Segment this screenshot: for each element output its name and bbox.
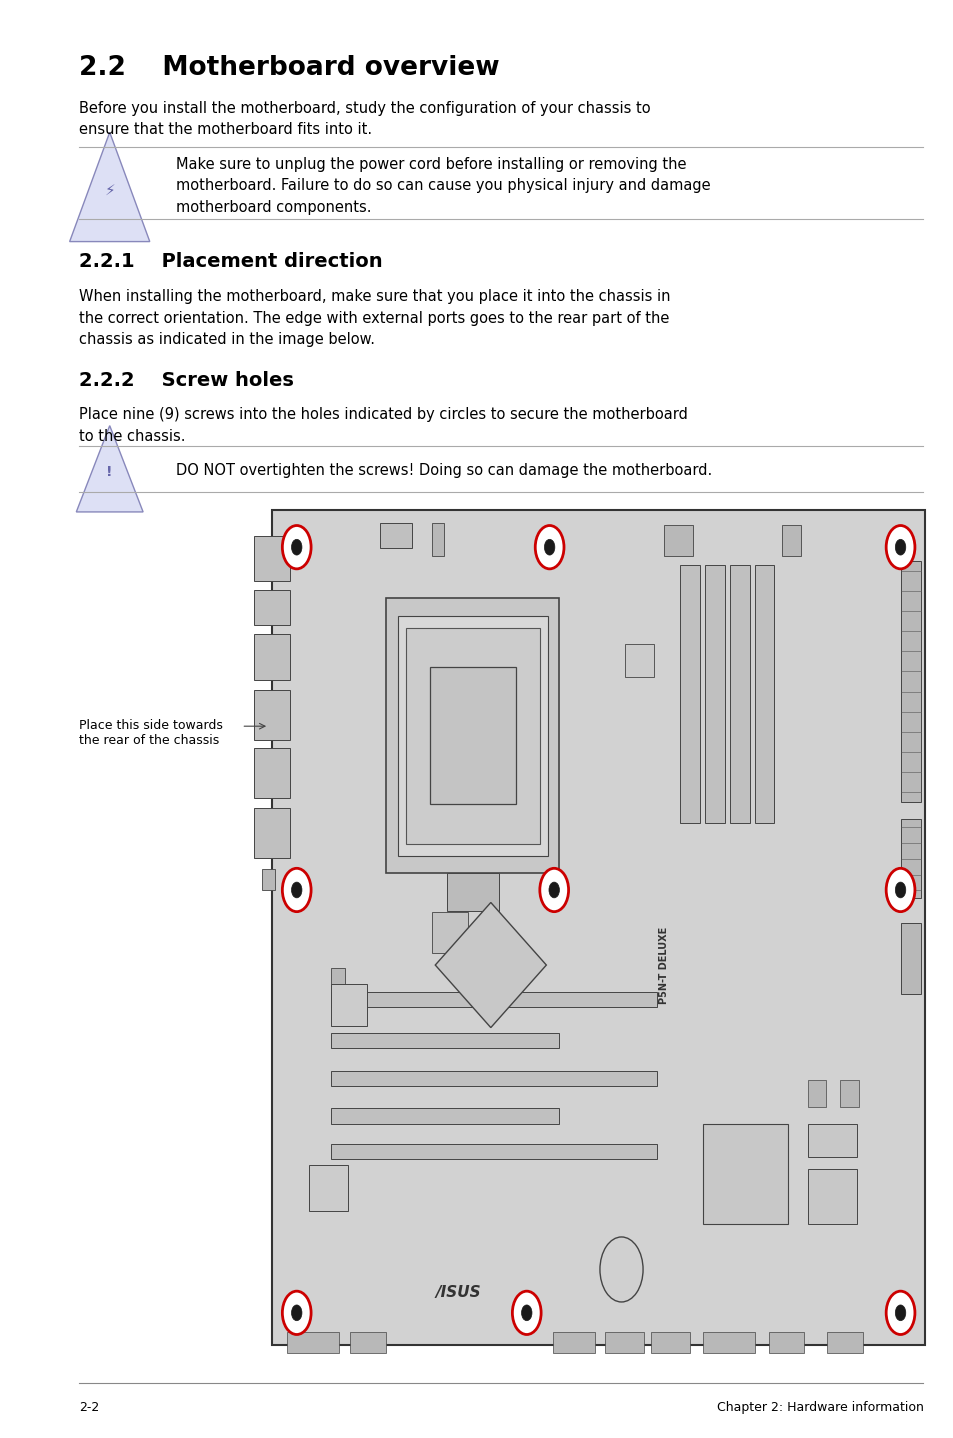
FancyBboxPatch shape bbox=[262, 869, 274, 890]
FancyBboxPatch shape bbox=[702, 1332, 755, 1353]
Text: DO NOT overtighten the screws! Doing so can damage the motherboard.: DO NOT overtighten the screws! Doing so … bbox=[176, 463, 712, 477]
Text: 2-2: 2-2 bbox=[79, 1401, 99, 1414]
FancyBboxPatch shape bbox=[807, 1169, 856, 1224]
FancyBboxPatch shape bbox=[287, 1332, 339, 1353]
Circle shape bbox=[894, 881, 904, 897]
FancyBboxPatch shape bbox=[900, 561, 921, 802]
FancyBboxPatch shape bbox=[254, 690, 289, 739]
Text: Chapter 2: Hardware information: Chapter 2: Hardware information bbox=[716, 1401, 923, 1414]
Text: Make sure to unplug the power cord before installing or removing the
motherboard: Make sure to unplug the power cord befor… bbox=[176, 157, 710, 214]
FancyBboxPatch shape bbox=[553, 1332, 595, 1353]
FancyBboxPatch shape bbox=[397, 615, 547, 856]
Text: !: ! bbox=[107, 464, 112, 479]
Text: /ISUS: /ISUS bbox=[435, 1286, 480, 1300]
FancyBboxPatch shape bbox=[331, 1109, 558, 1123]
Circle shape bbox=[292, 881, 302, 897]
FancyBboxPatch shape bbox=[900, 923, 921, 994]
Text: Place this side towards
the rear of the chassis: Place this side towards the rear of the … bbox=[79, 719, 223, 748]
Text: Before you install the motherboard, study the configuration of your chassis to
e: Before you install the motherboard, stud… bbox=[79, 101, 650, 137]
FancyBboxPatch shape bbox=[331, 968, 345, 986]
FancyBboxPatch shape bbox=[254, 748, 289, 798]
FancyBboxPatch shape bbox=[405, 627, 539, 844]
FancyBboxPatch shape bbox=[331, 1034, 558, 1048]
Circle shape bbox=[521, 1304, 532, 1320]
Circle shape bbox=[894, 1304, 904, 1320]
Circle shape bbox=[885, 1291, 914, 1334]
Circle shape bbox=[885, 869, 914, 912]
FancyBboxPatch shape bbox=[446, 873, 498, 910]
FancyBboxPatch shape bbox=[840, 1080, 858, 1107]
Circle shape bbox=[282, 525, 311, 569]
Text: P5N-T DELUXE: P5N-T DELUXE bbox=[659, 926, 668, 1004]
FancyBboxPatch shape bbox=[254, 634, 289, 680]
FancyBboxPatch shape bbox=[807, 1123, 856, 1156]
Circle shape bbox=[885, 525, 914, 569]
Circle shape bbox=[544, 539, 555, 555]
FancyBboxPatch shape bbox=[729, 565, 749, 823]
FancyBboxPatch shape bbox=[650, 1332, 689, 1353]
FancyBboxPatch shape bbox=[429, 667, 516, 804]
Text: Place nine (9) screws into the holes indicated by circles to secure the motherbo: Place nine (9) screws into the holes ind… bbox=[79, 407, 687, 443]
Circle shape bbox=[292, 1304, 302, 1320]
Text: 2.2.1    Placement direction: 2.2.1 Placement direction bbox=[79, 252, 382, 270]
FancyBboxPatch shape bbox=[331, 984, 366, 1025]
FancyBboxPatch shape bbox=[254, 590, 289, 624]
FancyBboxPatch shape bbox=[309, 1165, 348, 1211]
FancyBboxPatch shape bbox=[331, 992, 657, 1007]
FancyBboxPatch shape bbox=[702, 1123, 787, 1224]
Circle shape bbox=[282, 869, 311, 912]
FancyBboxPatch shape bbox=[254, 808, 289, 858]
Circle shape bbox=[292, 539, 302, 555]
FancyBboxPatch shape bbox=[331, 1071, 657, 1086]
FancyBboxPatch shape bbox=[272, 510, 924, 1345]
Text: 2.2    Motherboard overview: 2.2 Motherboard overview bbox=[79, 55, 499, 81]
Circle shape bbox=[599, 1237, 642, 1301]
FancyBboxPatch shape bbox=[331, 1145, 657, 1159]
FancyBboxPatch shape bbox=[379, 523, 412, 548]
FancyBboxPatch shape bbox=[624, 644, 654, 677]
Polygon shape bbox=[76, 426, 143, 512]
Polygon shape bbox=[70, 132, 150, 242]
Text: ⚡: ⚡ bbox=[104, 183, 115, 197]
FancyBboxPatch shape bbox=[807, 1080, 825, 1107]
Polygon shape bbox=[435, 903, 546, 1028]
FancyBboxPatch shape bbox=[768, 1332, 803, 1353]
FancyBboxPatch shape bbox=[350, 1332, 386, 1353]
FancyBboxPatch shape bbox=[432, 913, 467, 952]
FancyBboxPatch shape bbox=[679, 565, 700, 823]
Circle shape bbox=[282, 1291, 311, 1334]
FancyBboxPatch shape bbox=[704, 565, 724, 823]
Circle shape bbox=[539, 869, 568, 912]
Circle shape bbox=[548, 881, 558, 897]
FancyBboxPatch shape bbox=[386, 598, 558, 873]
FancyBboxPatch shape bbox=[432, 523, 443, 557]
FancyBboxPatch shape bbox=[781, 525, 801, 557]
FancyBboxPatch shape bbox=[663, 525, 693, 557]
Circle shape bbox=[535, 525, 563, 569]
Text: When installing the motherboard, make sure that you place it into the chassis in: When installing the motherboard, make su… bbox=[79, 289, 670, 347]
Circle shape bbox=[512, 1291, 540, 1334]
FancyBboxPatch shape bbox=[604, 1332, 643, 1353]
FancyBboxPatch shape bbox=[254, 535, 289, 581]
Text: 2.2.2    Screw holes: 2.2.2 Screw holes bbox=[79, 371, 294, 390]
FancyBboxPatch shape bbox=[900, 820, 921, 899]
FancyBboxPatch shape bbox=[754, 565, 774, 823]
Circle shape bbox=[894, 539, 904, 555]
FancyBboxPatch shape bbox=[826, 1332, 862, 1353]
